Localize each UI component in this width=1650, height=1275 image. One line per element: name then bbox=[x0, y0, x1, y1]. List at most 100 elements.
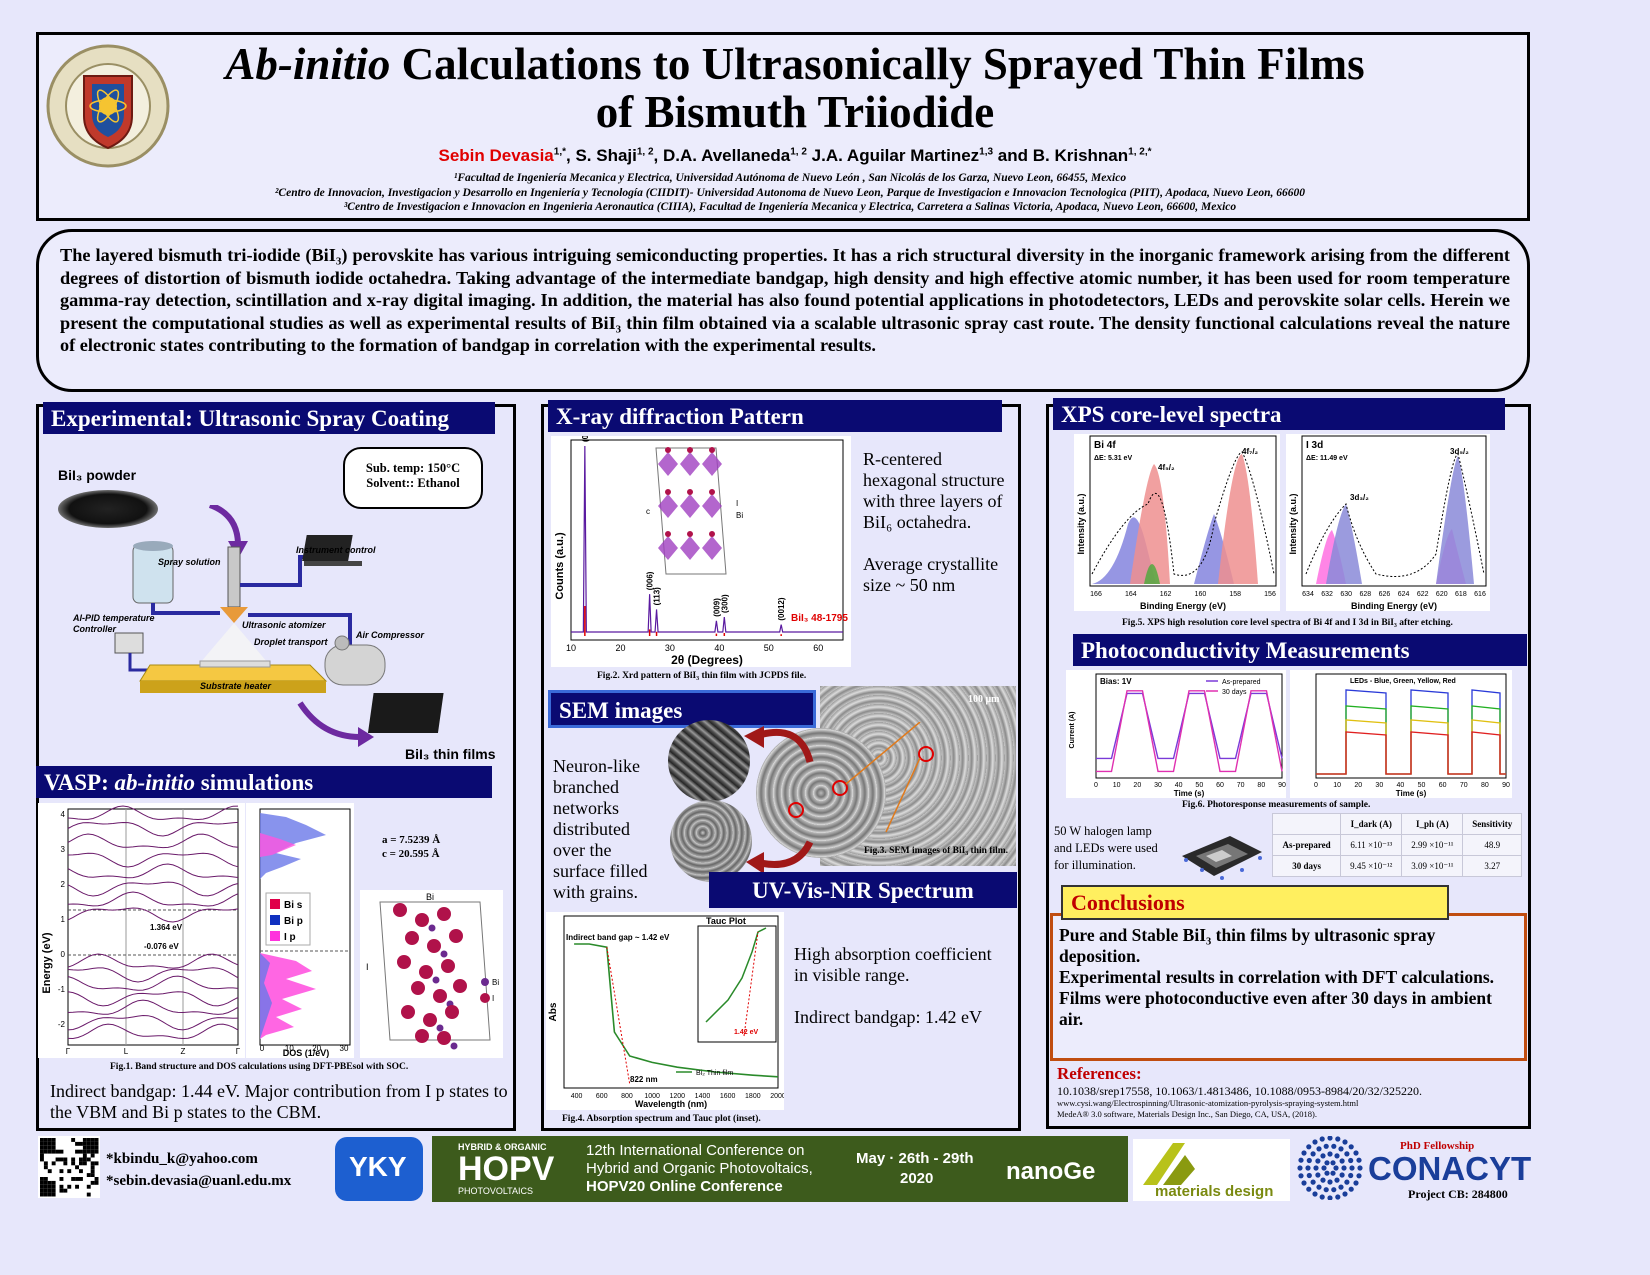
iodine-atom bbox=[411, 981, 425, 995]
sem-image-top bbox=[668, 720, 750, 802]
author-lead: Sebin Devasia bbox=[438, 146, 554, 165]
band-ytick: 1 bbox=[61, 915, 66, 924]
xps-xtick: 630 bbox=[1340, 591, 1352, 598]
conacyt-dot bbox=[1320, 1177, 1326, 1183]
qr-cell bbox=[63, 1161, 68, 1166]
energy-axis-label: Energy (eV) bbox=[41, 932, 53, 993]
octahedron bbox=[680, 536, 700, 560]
xps2-delta: ΔE: 11.49 eV bbox=[1306, 455, 1348, 462]
conacyt-dot bbox=[1320, 1153, 1326, 1159]
sem-arrows bbox=[744, 722, 934, 874]
leds-title: LEDs - Blue, Green, Yellow, Red bbox=[1350, 678, 1456, 685]
xps1-title: Bi 4f bbox=[1094, 440, 1116, 451]
conference-year: 2020 bbox=[900, 1170, 934, 1187]
table-cell: 3.27 bbox=[1462, 855, 1522, 877]
xps-xtick: 166 bbox=[1090, 591, 1102, 598]
xps1-peak-a: 4f₅/₂ bbox=[1158, 463, 1175, 472]
xps-xtick: 632 bbox=[1321, 591, 1333, 598]
vasp-header-italic: ab-initio bbox=[114, 770, 196, 795]
xrd-text-structure: R-centered hexagonal structure with thre… bbox=[863, 449, 1005, 532]
qr-cell bbox=[86, 1149, 91, 1154]
conacyt-dot bbox=[1342, 1139, 1348, 1145]
conacyt-dot bbox=[1330, 1160, 1336, 1166]
conacyt-dot bbox=[1310, 1179, 1316, 1185]
table-header-0 bbox=[1271, 813, 1342, 835]
conacyt-dot bbox=[1339, 1172, 1345, 1178]
qr-cell bbox=[51, 1180, 56, 1185]
spray-setup-diagram: Spray solution Instrument control Al-PID… bbox=[72, 505, 444, 747]
fig3-caption: Fig.3. SEM images of BiI₃ thin film. bbox=[864, 846, 1009, 856]
conacyt-dot bbox=[1348, 1172, 1354, 1179]
abstract-box bbox=[36, 229, 1530, 392]
qr-cell bbox=[90, 1153, 95, 1158]
photo-header: Photoconductivity Measurements bbox=[1073, 634, 1527, 666]
author-krishnan: and B. Krishnan bbox=[993, 146, 1129, 165]
references-header: References: bbox=[1057, 1064, 1142, 1083]
conacyt-dot bbox=[1348, 1186, 1354, 1192]
dos-legend-label: I p bbox=[284, 932, 296, 943]
qr-cell bbox=[82, 1138, 87, 1142]
photo-xtick: 90 bbox=[1278, 782, 1286, 789]
conacyt-dot bbox=[1335, 1136, 1341, 1142]
qr-cell bbox=[47, 1192, 52, 1197]
lattice-a: a = 7.5239 Å bbox=[382, 834, 441, 846]
iodine-atom bbox=[437, 907, 451, 921]
materials-design-text: materials design bbox=[1155, 1183, 1274, 1200]
qr-cell bbox=[79, 1157, 83, 1162]
dos-xtick: 20 bbox=[312, 1044, 321, 1053]
qr-cell bbox=[55, 1157, 60, 1162]
xrd-xlabel: 2θ (Degrees) bbox=[671, 653, 743, 667]
qr-cell bbox=[43, 1188, 48, 1193]
xps-bi4f-figure: Intensity (a.u.) Bi 4f ΔE: 5.31 eV 4f₅/₂… bbox=[1074, 434, 1280, 611]
qr-cell bbox=[59, 1157, 64, 1162]
conacyt-dot bbox=[1298, 1157, 1304, 1163]
uv-xtick: 1400 bbox=[695, 1093, 711, 1100]
iodine-atom bbox=[687, 531, 693, 537]
uv-gap-label: Indirect band gap ~ 1.42 eV bbox=[566, 933, 670, 942]
iodine-atom bbox=[433, 989, 447, 1003]
conacyt-dot bbox=[1327, 1179, 1333, 1185]
xrd-peak-label: (009) bbox=[712, 598, 721, 617]
qr-cell bbox=[82, 1141, 87, 1146]
iodine-atom bbox=[665, 531, 671, 537]
qr-cell bbox=[90, 1180, 95, 1185]
xps1-delta: ΔE: 5.31 eV bbox=[1094, 455, 1132, 462]
author-aguilar-sup: 1,3 bbox=[979, 146, 994, 158]
conacyt-dot bbox=[1330, 1170, 1336, 1176]
band-line bbox=[67, 975, 239, 991]
qr-cell bbox=[79, 1141, 83, 1146]
title-line2: of Bismuth Triiodide bbox=[595, 87, 995, 137]
dos-axis-label: DOS (1/eV) bbox=[283, 1048, 330, 1058]
qr-cell bbox=[47, 1149, 52, 1154]
iodine-atom bbox=[709, 447, 715, 453]
iodine-atom bbox=[419, 965, 433, 979]
authors: Sebin Devasia1,*, S. Shaji1, 2, D.A. Ave… bbox=[170, 146, 1420, 166]
kpoint-label: Γ bbox=[66, 1047, 71, 1056]
table-header-2: I_ph (A) bbox=[1401, 813, 1464, 835]
conacyt-dot bbox=[1344, 1151, 1350, 1157]
qr-cell bbox=[43, 1141, 48, 1146]
qr-cell bbox=[67, 1169, 72, 1174]
dos-xtick: 30 bbox=[340, 1044, 349, 1053]
qr-cell bbox=[43, 1180, 48, 1185]
conacyt-dot bbox=[1339, 1158, 1345, 1164]
conacyt-dot bbox=[1342, 1191, 1348, 1197]
affiliation-3: ³Centro de Investigacion e Innovacion en… bbox=[343, 201, 1237, 213]
band-line bbox=[67, 991, 239, 1007]
xrd-xtick: 40 bbox=[714, 643, 724, 653]
xrd-ylabel: Counts (a.u.) bbox=[554, 532, 566, 600]
xps2-title: I 3d bbox=[1306, 440, 1323, 451]
qr-cell bbox=[75, 1184, 79, 1189]
band-line bbox=[67, 881, 239, 897]
qr-cell bbox=[43, 1177, 48, 1181]
band-line bbox=[67, 999, 239, 1015]
hopv-banner: HYBRID & ORGANIC HOPV PHOTOVOLTAICS 12th… bbox=[432, 1136, 1128, 1202]
band-ytick: 3 bbox=[61, 845, 66, 854]
conacyt-dot bbox=[1331, 1143, 1337, 1149]
qr-cell bbox=[82, 1149, 87, 1154]
led-series-line bbox=[1316, 731, 1506, 775]
iodine-atom bbox=[665, 447, 671, 453]
conacyt-dot bbox=[1315, 1172, 1321, 1178]
author-avellaneda-sup: 1, 2 bbox=[790, 146, 807, 158]
conacyt-dot bbox=[1323, 1143, 1329, 1149]
